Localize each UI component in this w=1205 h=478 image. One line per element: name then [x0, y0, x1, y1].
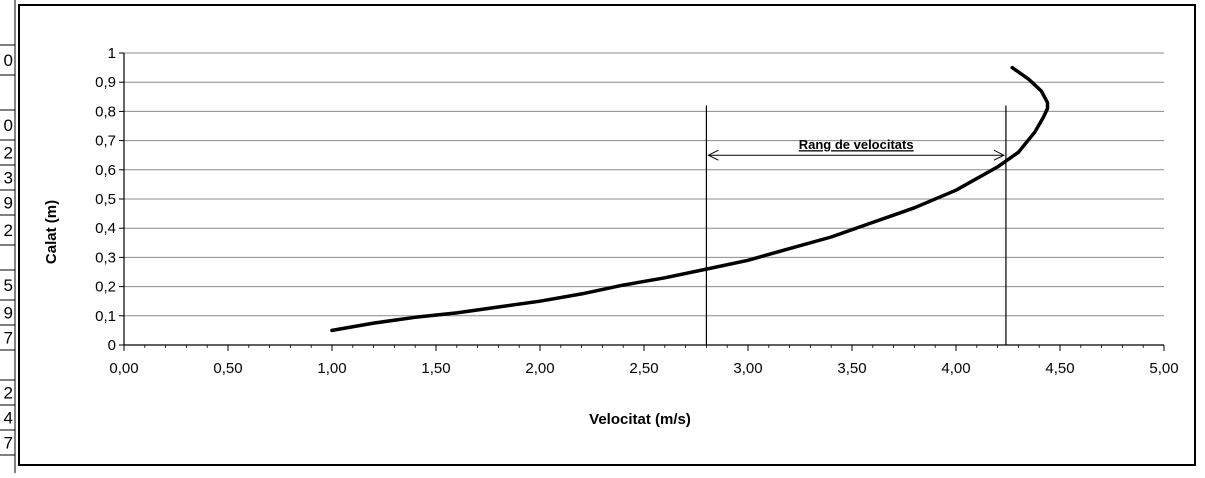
y-tick-label: 0,3 [95, 249, 116, 266]
x-tick-label: 2,00 [525, 360, 554, 377]
cell-strip-svg: 0 0 2 3 9 2 5 9 7 2 4 7 [0, 0, 16, 473]
strip-cell-value: 2 [4, 384, 13, 403]
x-tick-label: 4,00 [941, 360, 970, 377]
x-tick-label: 2,50 [629, 360, 658, 377]
strip-cell-value: 3 [4, 169, 13, 188]
strip-cell-value: 9 [4, 194, 13, 213]
x-tick-label: 0,00 [109, 360, 138, 377]
x-tick-label: 3,50 [837, 360, 866, 377]
strip-cell-value: 7 [4, 434, 13, 453]
spreadsheet-cell-strip: 0 0 2 3 9 2 5 9 7 2 4 7 [0, 0, 16, 473]
series-group [330, 65, 1050, 333]
gridlines [124, 52, 1164, 317]
y-tick-label: 0,1 [95, 308, 116, 325]
x-axis-label: Velocitat (m/s) [589, 411, 691, 428]
y-tick-label: 1 [108, 45, 116, 62]
y-tick-label: 0,7 [95, 133, 116, 150]
tick-labels: 0 0,1 0,2 0,3 0,4 0,5 0,6 0,7 0,8 0,9 1 0,00 0,50 1,0… [95, 45, 1178, 377]
x-tick-label: 0,50 [213, 360, 242, 377]
strip-cell-value: 0 [4, 51, 13, 70]
y-tick-label: 0,4 [95, 220, 116, 237]
chart-frame: 0 0,1 0,2 0,3 0,4 0,5 0,6 0,7 0,8 0,9 1 0,00 0,50 1,0… [18, 4, 1196, 466]
strip-cell-value: 9 [4, 304, 13, 323]
y-tick-label: 0,9 [95, 74, 116, 91]
axes [119, 52, 1165, 351]
range-arrow-right-head [993, 149, 1006, 161]
x-tick-label: 1,50 [421, 360, 450, 377]
x-tick-label: 5,00 [1149, 360, 1178, 377]
range-annotation: Rang de velocitats [705, 105, 1007, 345]
range-label: Rang de velocitats [799, 137, 914, 152]
range-arrow-left-head [707, 149, 719, 161]
strip-cell-value: 7 [4, 329, 13, 348]
strip-cell-value: 2 [4, 144, 13, 163]
y-tick-label: 0,6 [95, 162, 116, 179]
x-tick-label: 1,00 [317, 360, 346, 377]
y-tick-label: 0,2 [95, 279, 116, 296]
y-tick-label: 0,5 [95, 191, 116, 208]
series-line [330, 65, 1050, 333]
x-tick-label: 4,50 [1045, 360, 1074, 377]
y-tick-label: 0,8 [95, 103, 116, 120]
chart-svg: 0 0,1 0,2 0,3 0,4 0,5 0,6 0,7 0,8 0,9 1 0,00 0,50 1,0… [43, 45, 1179, 428]
strip-cell-value: 2 [4, 221, 13, 240]
strip-cell-value: 4 [4, 409, 13, 428]
x-tick-label: 3,00 [733, 360, 762, 377]
y-tick-label: 0 [108, 337, 116, 354]
strip-cell-value: 5 [4, 276, 13, 295]
y-axis-label: Calat (m) [43, 200, 60, 264]
strip-cell-value: 0 [4, 116, 13, 135]
